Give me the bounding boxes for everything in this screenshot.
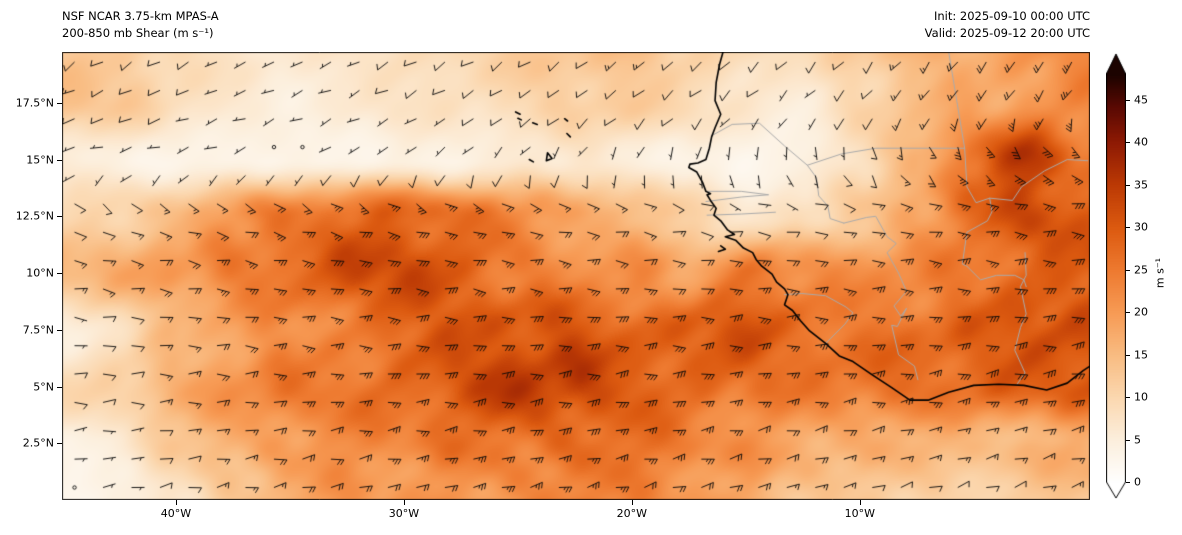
colorbar-tick-label: 40 <box>1134 135 1148 149</box>
y-tick-label: 2.5°N <box>22 436 54 450</box>
x-tick-label: 20°W <box>616 507 648 520</box>
colorbar-tickmark <box>1126 482 1130 483</box>
colorbar-tickmark <box>1126 397 1130 398</box>
colorbar-unit-label: m s⁻¹ <box>1153 257 1167 289</box>
y-tickmark <box>57 216 62 218</box>
colorbar-tick-label: 10 <box>1134 390 1148 404</box>
map-canvas <box>62 52 1090 500</box>
colorbar-tick-label: 20 <box>1134 305 1148 319</box>
y-tick-label: 15°N <box>26 153 54 167</box>
plot-title: NSF NCAR 3.75-km MPAS-A <box>62 9 219 23</box>
x-tick-label: 30°W <box>388 507 420 520</box>
time-block: Init: 2025-09-10 00:00 UTC Valid: 2025-0… <box>925 8 1090 42</box>
colorbar-tickmark <box>1126 142 1130 143</box>
y-tickmark <box>57 159 62 161</box>
x-tick-label: 10°W <box>844 507 875 520</box>
colorbar-tickmark <box>1126 312 1130 313</box>
plot-subtitle: 200-850 mb Shear (m s⁻¹) <box>62 26 214 40</box>
valid-time: Valid: 2025-09-12 20:00 UTC <box>924 26 1090 40</box>
colorbar-tickmark <box>1126 439 1130 441</box>
colorbar-tick-label: 35 <box>1134 178 1148 191</box>
y-tick-label: 7.5°N <box>22 323 54 337</box>
colorbar-tick-label: 30 <box>1134 220 1148 234</box>
x-tickmark <box>175 500 177 505</box>
y-tickmark <box>57 443 62 445</box>
colorbar-tick-label: 5 <box>1134 433 1141 446</box>
y-tick-label: 10°N <box>26 266 54 280</box>
x-tickmark <box>859 500 861 505</box>
title-block: NSF NCAR 3.75-km MPAS-A 200-850 mb Shear… <box>62 8 219 42</box>
colorbar-tickmark <box>1126 99 1130 101</box>
colorbar-tick-label: 0 <box>1134 475 1141 489</box>
colorbar-tickmark <box>1126 184 1130 186</box>
x-tickmark <box>631 500 633 505</box>
y-tick-label: 12.5°N <box>15 209 54 223</box>
x-tick-label: 40°W <box>160 507 192 520</box>
y-tick-label: 17.5°N <box>15 96 54 110</box>
colorbar-tickmark <box>1126 269 1130 271</box>
colorbar-tick-label: 25 <box>1134 263 1148 276</box>
colorbar-canvas <box>1106 52 1126 500</box>
y-tickmark <box>57 386 62 388</box>
colorbar-tick-label: 45 <box>1134 93 1148 106</box>
colorbar-tick-label: 15 <box>1134 348 1148 361</box>
colorbar-tickmark <box>1126 227 1130 228</box>
x-tickmark <box>403 500 405 505</box>
init-time: Init: 2025-09-10 00:00 UTC <box>934 9 1090 23</box>
y-tickmark <box>57 273 62 275</box>
y-tick-label: 5°N <box>33 380 54 394</box>
y-tickmark <box>57 329 62 331</box>
y-tickmark <box>57 102 62 104</box>
colorbar-tickmark <box>1126 354 1130 356</box>
